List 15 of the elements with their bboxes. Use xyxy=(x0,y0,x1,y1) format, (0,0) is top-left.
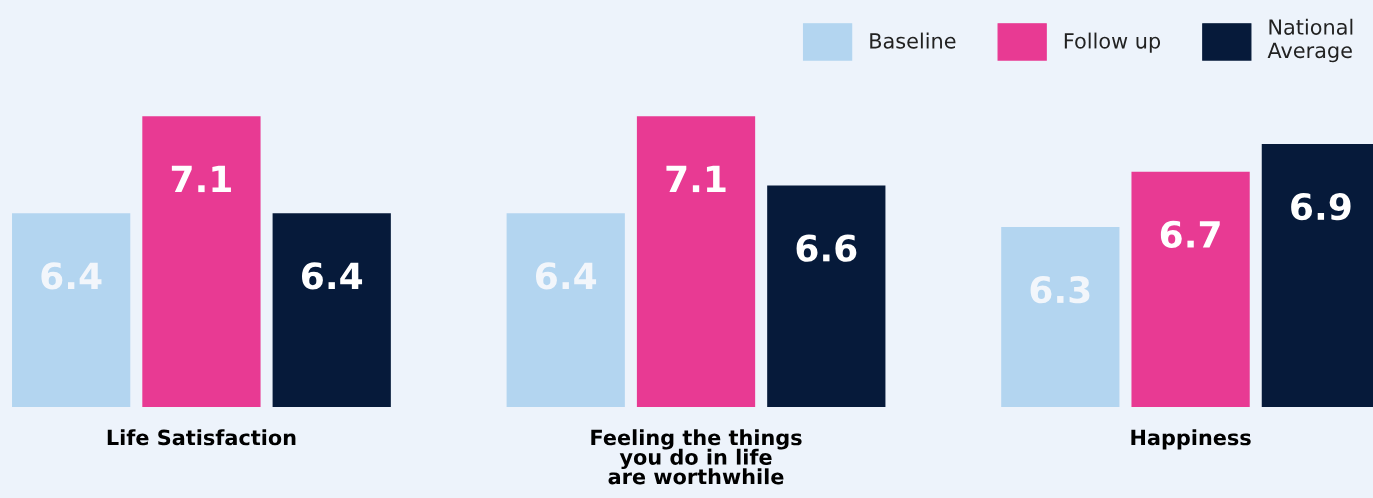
data-label: 6.7 xyxy=(1160,220,1220,248)
data-label: 6.4 xyxy=(41,262,102,290)
data-label: 6.3 xyxy=(1030,276,1090,304)
x-tick-label: Happiness xyxy=(1131,429,1251,450)
data-label: 6.6 xyxy=(796,234,857,262)
legend-label: National Average xyxy=(1267,18,1353,63)
x-tick-label: Feeling the things you do in life are worthwhile xyxy=(591,429,802,485)
legend-label: Baseline xyxy=(870,32,956,49)
data-label: 6.4 xyxy=(301,262,363,290)
data-label: 6.4 xyxy=(535,262,597,290)
x-tick-label: Life Satisfaction xyxy=(107,429,296,446)
data-label: 7.1 xyxy=(171,165,231,193)
legend-label: Follow up xyxy=(1064,32,1161,53)
data-label: 7.1 xyxy=(666,165,726,193)
data-label: 6.9 xyxy=(1291,193,1351,221)
